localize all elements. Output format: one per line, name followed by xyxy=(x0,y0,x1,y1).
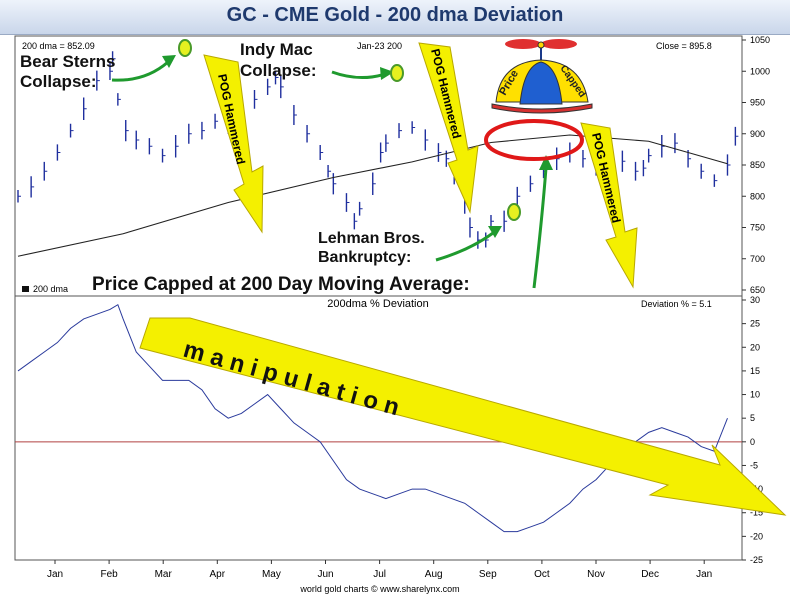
upper-y-tick-label: 1050 xyxy=(750,35,770,45)
green-arrows xyxy=(111,55,553,289)
price-capped-label: Price Capped at 200 Day Moving Average: xyxy=(92,274,470,295)
price-capped-circle xyxy=(484,119,584,161)
lower-y-tick-label: 30 xyxy=(750,295,760,305)
upper-y-tick-label: 650 xyxy=(750,285,765,295)
x-tick-label: Jan xyxy=(47,569,63,580)
lower-y-tick-label: -20 xyxy=(750,531,763,541)
lower-y-tick-label: 15 xyxy=(750,366,760,376)
lower-y-tick-label: -15 xyxy=(750,508,763,518)
x-tick-label: Sep xyxy=(479,569,497,580)
bear-sterns-line-2: Collapse: xyxy=(20,72,97,91)
lehman-label: Lehman Bros. Bankruptcy: xyxy=(318,230,429,266)
lower-y-tick-label: 0 xyxy=(750,437,755,447)
upper-y-tick-label: 700 xyxy=(750,254,765,264)
upper-y-tick-label: 1000 xyxy=(750,66,770,76)
x-tick-label: Jan xyxy=(696,569,712,580)
deviation-readout: Deviation % = 5.1 xyxy=(641,299,712,309)
lower-y-tick-label: 5 xyxy=(750,413,755,423)
title-bar: GC - CME Gold - 200 dma Deviation xyxy=(0,0,790,35)
bear-sterns-line-1: Bear Sterns xyxy=(20,52,115,71)
x-tick-label: Oct xyxy=(534,569,550,580)
upper-y-tick-label: 850 xyxy=(750,160,765,170)
pog-hammered-arrow-3: POG Hammered xyxy=(580,122,638,289)
legend-label: 200 dma xyxy=(33,284,68,294)
lower-y-tick-label: 20 xyxy=(750,342,760,352)
indy-mac-label: Indy Mac Collapse: xyxy=(240,40,317,80)
x-tick-label: Feb xyxy=(100,569,118,580)
indy-mac-line-1: Indy Mac xyxy=(240,40,313,59)
lehman-marker xyxy=(507,203,521,221)
x-axis: Jan Feb Mar Apr May Jun Jul Aug Sep Oct Nov Dec Jan xyxy=(47,560,712,580)
x-tick-label: Dec xyxy=(641,569,659,580)
dma-readout: 200 dma = 852.09 xyxy=(22,41,95,51)
x-tick-label: May xyxy=(262,569,281,580)
bear-sterns-label: Bear Sterns Collapse: xyxy=(20,52,120,91)
x-tick-label: Nov xyxy=(587,569,605,580)
close-readout: Close = 895.8 xyxy=(656,41,712,51)
x-tick-label: Apr xyxy=(210,569,226,580)
upper-y-tick-label: 750 xyxy=(750,223,765,233)
lower-y-tick-label: 10 xyxy=(750,390,760,400)
lower-y-tick-label: -5 xyxy=(750,460,758,470)
indy-mac-marker xyxy=(390,64,404,82)
footer-credit: world gold charts © www.sharelynx.com xyxy=(299,584,459,594)
upper-y-axis: 650 700 750 800 850 900 950 1000 1050 xyxy=(742,35,770,295)
x-tick-label: Aug xyxy=(425,569,443,580)
lehman-line-1: Lehman Bros. xyxy=(318,230,425,247)
upper-y-tick-label: 950 xyxy=(750,98,765,108)
moving-average-line xyxy=(17,134,728,257)
lower-panel-title: 200dma % Deviation xyxy=(327,298,429,310)
upper-y-tick-label: 800 xyxy=(750,191,765,201)
lower-y-tick-label: -25 xyxy=(750,555,763,565)
upper-y-tick-label: 900 xyxy=(750,129,765,139)
x-tick-label: Jul xyxy=(373,569,386,580)
annotation-overlay: POG Hammered POG Hammered POG Hammered xyxy=(20,39,787,516)
date-readout: Jan-23 200 xyxy=(357,41,402,51)
lehman-line-2: Bankruptcy: xyxy=(318,249,411,266)
legend-swatch xyxy=(22,286,29,292)
indy-mac-line-2: Collapse: xyxy=(240,61,317,80)
bear-sterns-marker xyxy=(178,39,192,57)
chart-title: GC - CME Gold - 200 dma Deviation xyxy=(226,4,564,26)
x-tick-label: Jun xyxy=(317,569,333,580)
lower-y-tick-label: 25 xyxy=(750,319,760,329)
x-tick-label: Mar xyxy=(155,569,173,580)
